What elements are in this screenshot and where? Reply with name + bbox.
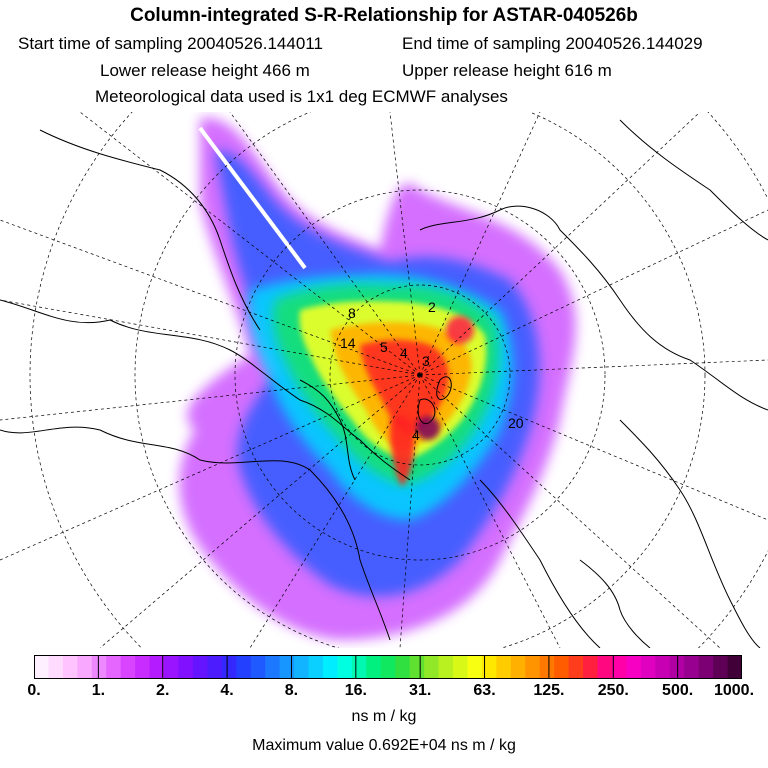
plume-hotspot — [446, 316, 474, 344]
plume-red-core — [360, 339, 449, 436]
color-scale-cell — [279, 655, 295, 679]
color-scale-cell — [178, 655, 194, 679]
contour-label: 4 — [412, 427, 420, 443]
color-scale-cell — [395, 655, 411, 679]
meteorological-data-label: Meteorological data used is 1x1 deg ECMW… — [95, 87, 508, 106]
color-scale-cell — [106, 655, 122, 679]
tick-label: 2. — [156, 682, 170, 699]
color-scale-cell — [568, 655, 584, 679]
color-scale-cell — [149, 655, 165, 679]
color-scale-cell — [48, 655, 64, 679]
start-time-label: Start time of sampling 20040526.144011 — [18, 34, 323, 53]
tick-label: 63. — [473, 682, 496, 699]
color-scale-cell — [409, 655, 425, 679]
color-scale-cell — [496, 655, 512, 679]
contour-label: 20 — [508, 415, 524, 431]
color-scale-cell — [380, 655, 396, 679]
color-scale-cell — [308, 655, 324, 679]
color-scale-cell — [91, 655, 107, 679]
contour-labels: 14 5 4 3 8 2 20 4 — [340, 299, 524, 443]
color-scale-cell — [727, 655, 742, 679]
graticule — [0, 112, 768, 648]
color-scale-cell — [265, 655, 281, 679]
color-scale-cell — [467, 655, 483, 679]
color-scale-cell — [294, 655, 310, 679]
color-scale-cell — [684, 655, 700, 679]
color-scale-cell — [698, 655, 714, 679]
end-time-label: End time of sampling 20040526.144029 — [402, 34, 703, 53]
color-scale-cell — [655, 655, 671, 679]
maximum-value-label: Maximum value 0.692E+04 ns m / kg — [252, 737, 516, 754]
color-scale-cell — [611, 655, 628, 679]
color-scale-cell — [250, 655, 266, 679]
units-label: ns m / kg — [351, 708, 417, 725]
upper-release-height-label: Upper release height 616 m — [402, 61, 612, 80]
contour-label: 8 — [348, 305, 356, 321]
tick-label: 31. — [409, 682, 432, 699]
tick-label: 125. — [533, 682, 565, 699]
color-scale-cell — [583, 655, 599, 679]
lower-release-height-label: Lower release height 466 m — [100, 61, 310, 80]
color-scale-bar — [34, 655, 742, 679]
color-scale-cell — [626, 655, 642, 679]
color-scale-cell — [135, 655, 151, 679]
color-scale-cell — [539, 655, 555, 679]
color-scale-cell — [164, 655, 180, 679]
color-scale-cell — [221, 655, 237, 679]
flight-track — [198, 126, 307, 270]
color-scale-cell — [438, 655, 454, 679]
plume-streak — [390, 415, 415, 486]
color-scale-cell — [62, 655, 78, 679]
color-scale-cell — [597, 655, 613, 679]
contour-label: 2 — [428, 299, 436, 315]
color-scale-cell — [525, 655, 541, 679]
map-title: Column-integrated S-R-Relationship for A… — [130, 5, 638, 26]
contour-label: 3 — [422, 353, 430, 369]
color-scale-cell — [453, 655, 469, 679]
color-scale-cell — [510, 655, 526, 679]
coastlines — [0, 119, 768, 648]
color-scale-ticks: 0. 1. 2. 4. 8. 16. 31. 63. 125. 250. 500… — [0, 682, 768, 704]
tick-label: 8. — [284, 682, 299, 699]
tick-label: 500. — [662, 682, 694, 699]
color-scale-cell — [481, 655, 497, 679]
color-scale-cell — [77, 655, 93, 679]
color-scale-cell — [192, 655, 208, 679]
color-scale-cell — [236, 655, 252, 679]
color-scale-cell — [640, 655, 656, 679]
tick-label: 16. — [344, 682, 367, 699]
tick-label: 0. — [27, 682, 41, 699]
tick-label: 1. — [91, 682, 106, 699]
color-scale-cell — [713, 655, 729, 679]
color-scale-cell — [424, 655, 440, 679]
color-scale-cell — [554, 655, 570, 679]
color-scale-cell — [366, 655, 382, 679]
color-scale-cell — [322, 655, 339, 679]
tick-label: 4. — [220, 682, 234, 699]
contour-label: 14 — [340, 335, 356, 351]
contour-label: 4 — [400, 345, 408, 361]
color-scale-cell — [120, 655, 136, 679]
color-scale-cell — [351, 655, 367, 679]
tick-label: 250. — [597, 682, 629, 699]
color-scale-cell — [34, 655, 50, 679]
color-scale-cell — [337, 655, 353, 679]
color-scale-cell — [207, 655, 223, 679]
contour-label: 5 — [380, 339, 388, 355]
plume-field — [179, 117, 576, 641]
plume-map: 14 5 4 3 8 2 20 4 — [0, 112, 768, 648]
tick-label: 1000. — [713, 682, 755, 699]
